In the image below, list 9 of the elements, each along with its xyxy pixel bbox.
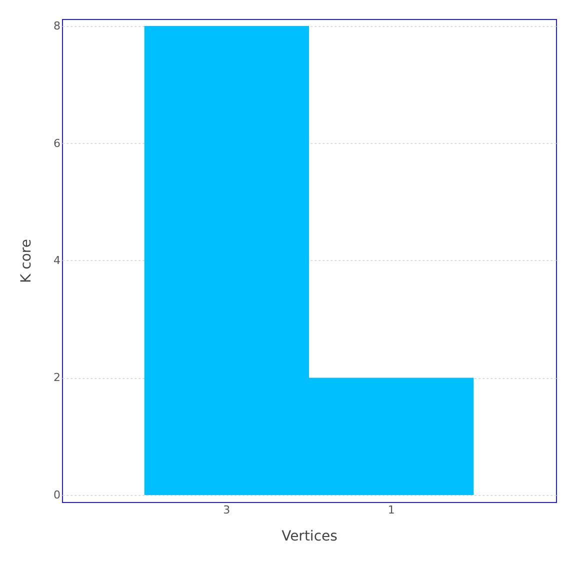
y-tick-label: 0 [54, 488, 60, 502]
y-tick-label: 6 [54, 136, 60, 150]
x-tick-label: 3 [223, 504, 230, 516]
x-axis-title: Vertices [282, 528, 338, 544]
y-tick-label: 4 [54, 254, 60, 267]
x-tick-label: 1 [388, 504, 395, 516]
y-axis-title: K core [18, 239, 34, 283]
y-tick-label: 8 [54, 20, 60, 33]
y-tick-label: 2 [54, 371, 60, 384]
